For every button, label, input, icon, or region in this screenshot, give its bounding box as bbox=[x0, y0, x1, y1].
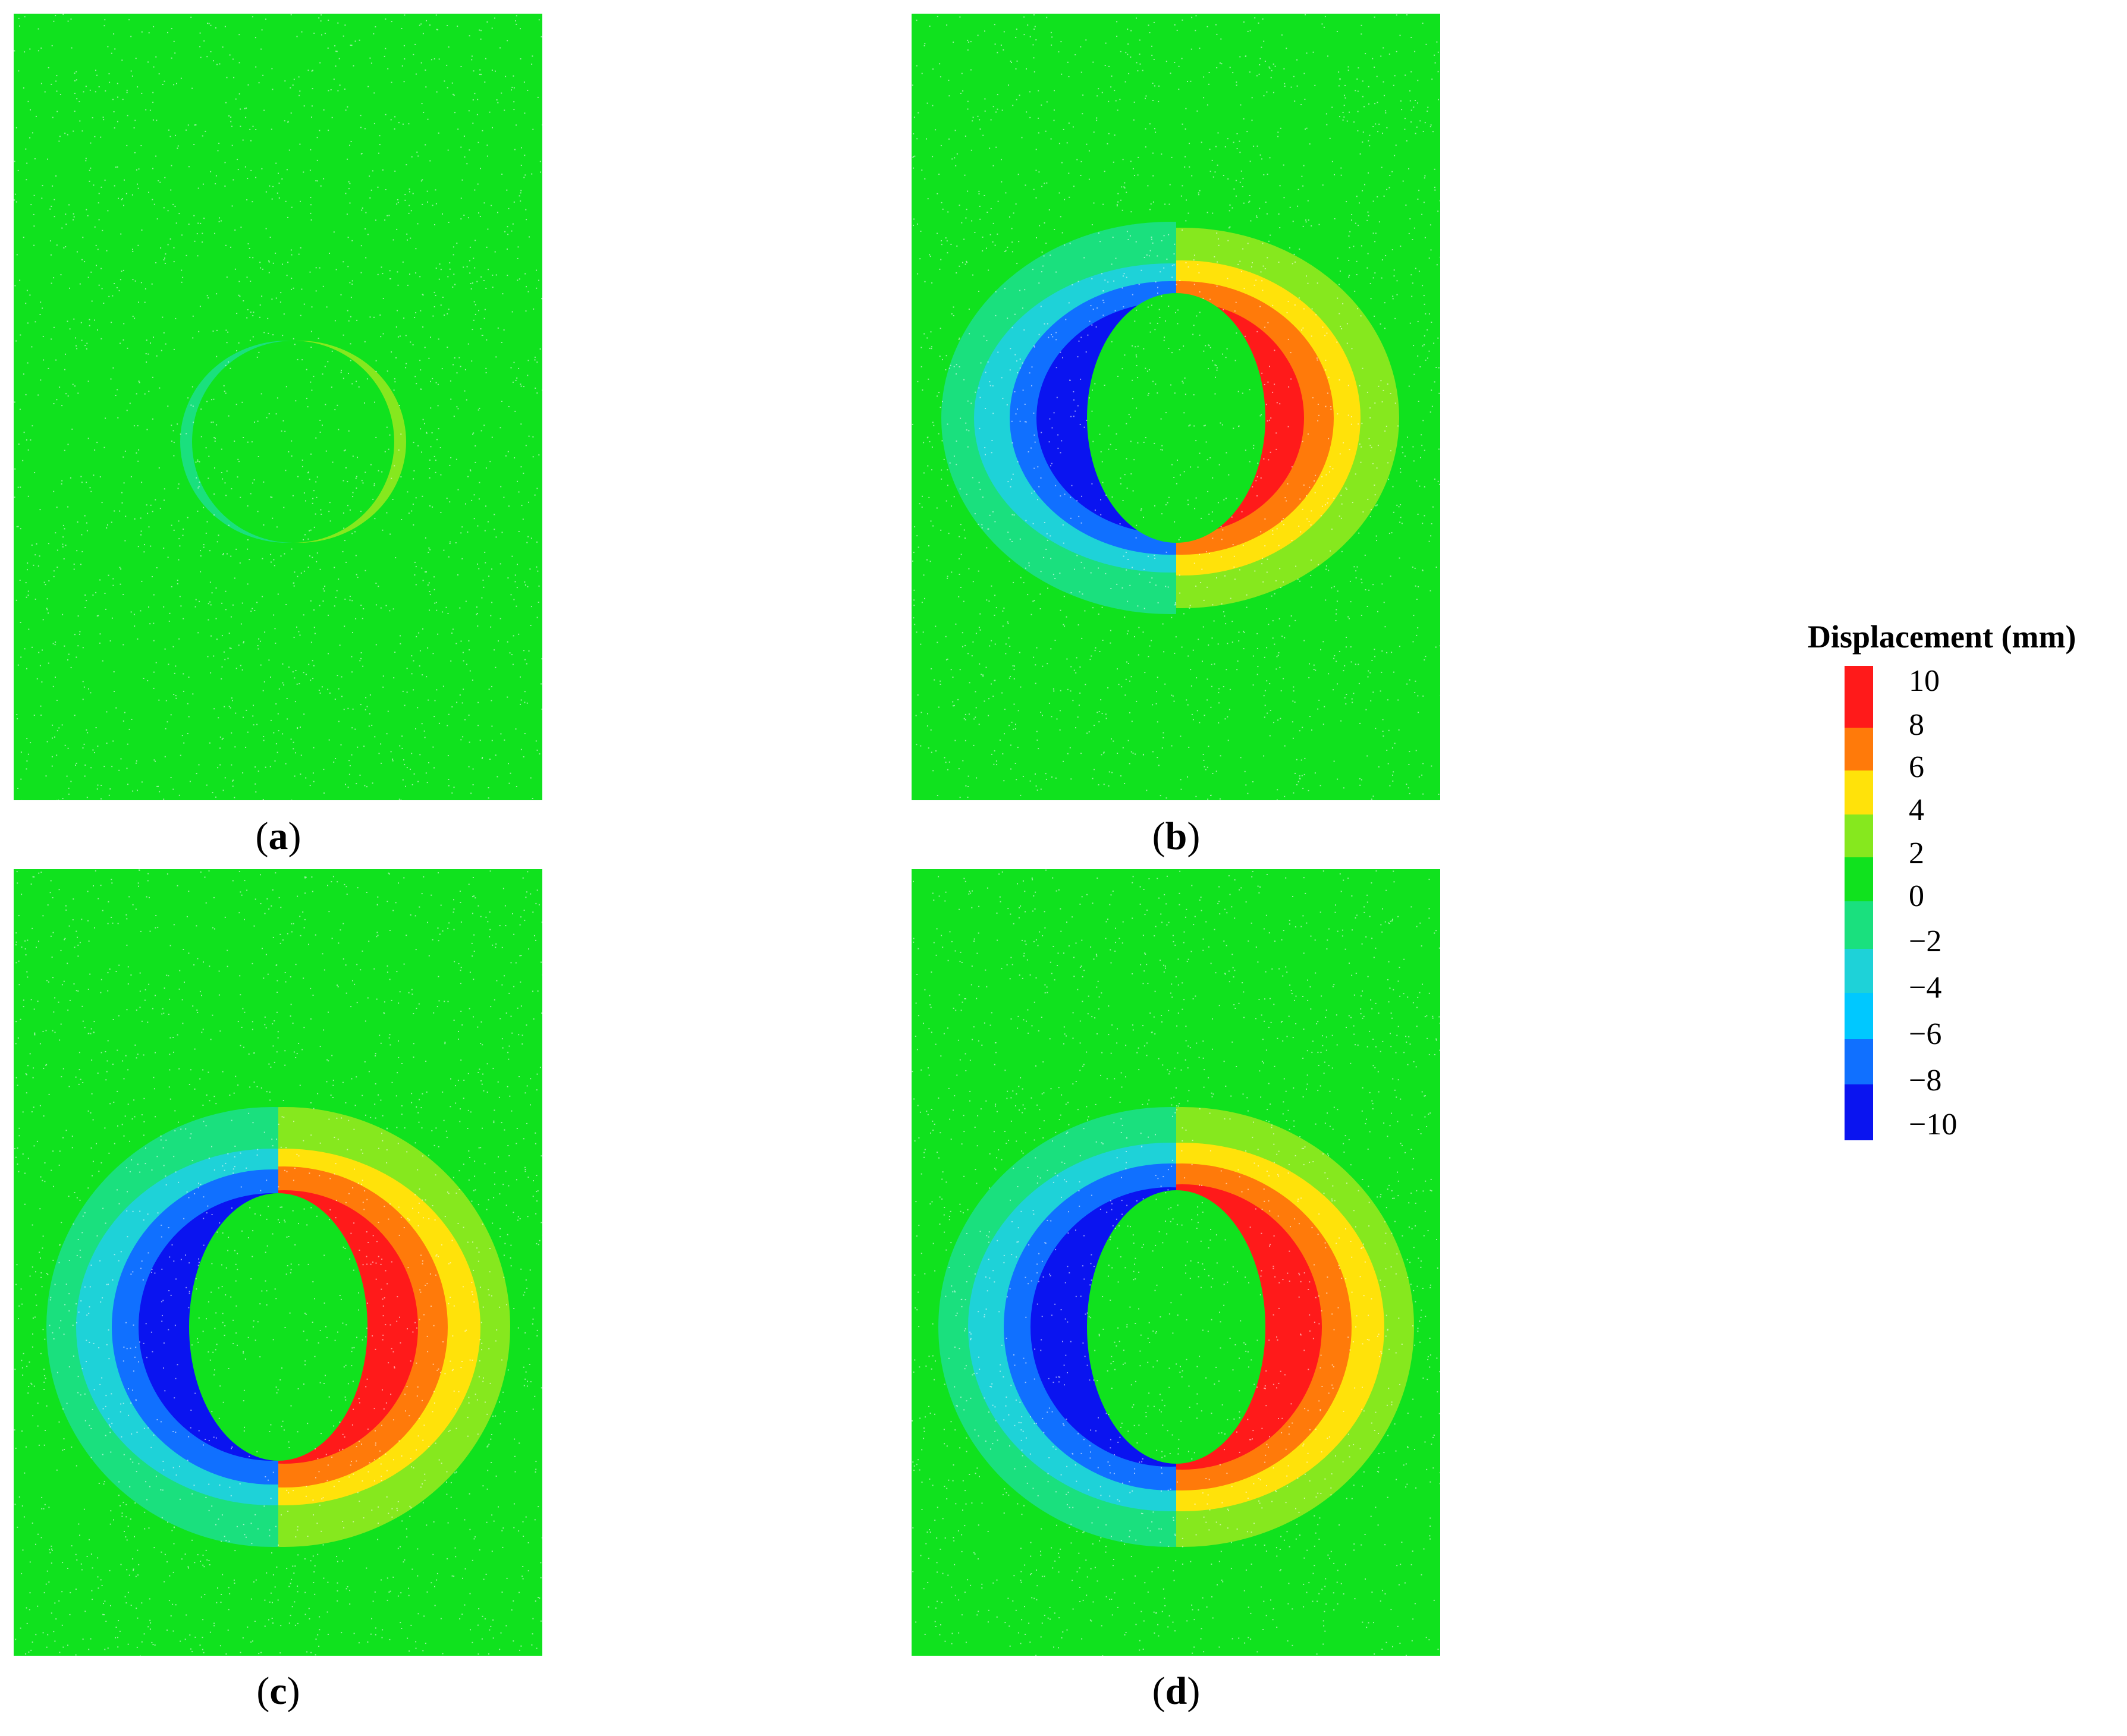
legend-tick-m10: −10 bbox=[1909, 1108, 1958, 1141]
legend-tick-8: 8 bbox=[1909, 708, 1924, 742]
colorbar-swatch-8 bbox=[1845, 993, 1873, 1039]
legend-tick-m2: −2 bbox=[1909, 924, 1942, 958]
colorbar-swatch-3 bbox=[1845, 770, 1873, 814]
displacement-panel-a bbox=[14, 14, 542, 800]
legend-tick-0: 0 bbox=[1909, 879, 1924, 913]
panel-d-label: d bbox=[1165, 1669, 1187, 1713]
panel-a-central-zone bbox=[192, 341, 394, 543]
colorbar-swatch-4 bbox=[1845, 814, 1873, 857]
colorbar-swatch-9 bbox=[1845, 1039, 1873, 1084]
displacement-panel-d bbox=[912, 869, 1440, 1656]
panel-a-particle-texture bbox=[14, 14, 542, 800]
panel-c-label: c bbox=[269, 1669, 287, 1713]
panel-b-label: b bbox=[1165, 814, 1187, 858]
panel-b-particle-texture bbox=[912, 14, 1440, 800]
colorbar-swatch-10 bbox=[1845, 1084, 1873, 1140]
legend-tick-6: 6 bbox=[1909, 750, 1924, 784]
panel-d-central-zone bbox=[1087, 1190, 1265, 1464]
displacement-panel-c bbox=[14, 869, 542, 1656]
displacement-panel-b bbox=[912, 14, 1440, 800]
colorbar-swatch-6 bbox=[1845, 901, 1873, 949]
panel-c-central-zone bbox=[189, 1193, 367, 1461]
legend-tick-m6: −6 bbox=[1909, 1017, 1942, 1051]
colorbar-swatch-2 bbox=[1845, 728, 1873, 770]
colorbar-swatch-1 bbox=[1845, 666, 1873, 728]
legend-title: Displacement (mm) bbox=[1808, 619, 2076, 655]
panel-c-caption: (c) bbox=[256, 1669, 300, 1713]
legend-tick-4: 4 bbox=[1909, 793, 1924, 827]
legend-tick-10: 10 bbox=[1909, 664, 1940, 698]
panel-a-caption: (a) bbox=[255, 814, 301, 858]
panel-a-label: a bbox=[268, 814, 288, 858]
legend-tick-m8: −8 bbox=[1909, 1064, 1942, 1097]
panel-d-particle-texture bbox=[912, 869, 1440, 1656]
colorbar-swatch-7 bbox=[1845, 949, 1873, 993]
panel-d-caption: (d) bbox=[1152, 1669, 1201, 1713]
colorbar-swatch-5 bbox=[1845, 857, 1873, 901]
legend-tick-2: 2 bbox=[1909, 836, 1924, 870]
panel-b-central-zone bbox=[1087, 293, 1265, 543]
panel-c-particle-texture bbox=[14, 869, 542, 1656]
colorbar bbox=[1845, 666, 1873, 1140]
panel-b-caption: (b) bbox=[1152, 814, 1201, 858]
legend-tick-m4: −4 bbox=[1909, 971, 1942, 1005]
